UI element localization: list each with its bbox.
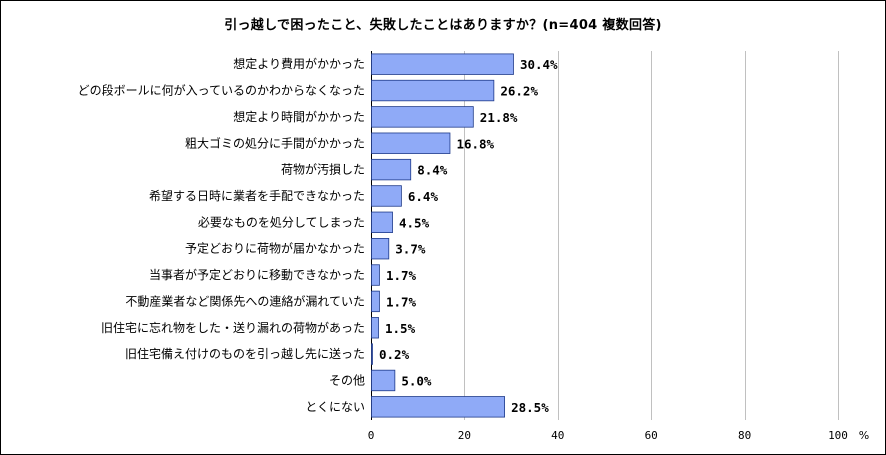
value-label: 21.8% bbox=[480, 110, 518, 125]
bar bbox=[371, 237, 390, 260]
bar bbox=[371, 343, 373, 365]
category-label: 旧住宅に忘れ物をした・送り漏れの荷物があった bbox=[101, 320, 365, 335]
bar bbox=[371, 317, 379, 339]
bar bbox=[371, 53, 514, 75]
category-label: 必要なものを処分してしまった bbox=[198, 215, 365, 229]
bars bbox=[371, 53, 514, 418]
category-label: 想定より費用がかかった bbox=[233, 56, 365, 71]
category-label: 粗大ゴミの処分に手間がかかった bbox=[185, 135, 365, 150]
category-label: 荷物が汚損した bbox=[281, 162, 365, 177]
category-label: 当事者が予定どおりに移動できなかった bbox=[149, 267, 365, 282]
value-label: 1.5% bbox=[385, 321, 416, 336]
value-label: 1.7% bbox=[386, 294, 417, 309]
bar bbox=[371, 264, 380, 286]
category-label: 予定どおりに荷物が届かなかった bbox=[185, 241, 365, 256]
category-label: その他 bbox=[329, 373, 365, 387]
chart-title: 引っ越しで困ったこと、失敗したことはありますか？(n=404 複数回答) bbox=[224, 18, 662, 33]
value-label: 4.5% bbox=[399, 215, 430, 230]
category-label: とくにない bbox=[305, 400, 365, 414]
x-tick-label: 80 bbox=[738, 429, 751, 442]
bar bbox=[371, 106, 474, 128]
value-label: 16.8% bbox=[456, 136, 494, 151]
bar bbox=[371, 132, 451, 154]
x-tick-label: 40 bbox=[551, 429, 564, 442]
value-label: 6.4% bbox=[408, 189, 439, 204]
x-tick-label: 20 bbox=[458, 429, 471, 442]
value-label: 3.7% bbox=[395, 242, 426, 257]
x-tick-label: 0 bbox=[368, 429, 375, 442]
bar bbox=[371, 185, 402, 207]
x-tick-label: 100 bbox=[828, 429, 848, 442]
category-label: 希望する日時に業者を手配できなかった bbox=[149, 188, 365, 203]
bar bbox=[371, 211, 393, 234]
bar bbox=[371, 396, 505, 418]
value-label: 0.2% bbox=[379, 347, 410, 362]
category-label: 不動産業者など関係先への連絡が漏れていた bbox=[125, 293, 365, 308]
value-label: 1.7% bbox=[386, 268, 417, 283]
value-label: 5.0% bbox=[401, 373, 432, 388]
category-labels: 想定より費用がかかったどの段ボールに何が入っているのかわからなくなった想定より時… bbox=[78, 56, 365, 414]
bar bbox=[371, 369, 396, 392]
bar bbox=[371, 79, 495, 102]
x-unit-label: % bbox=[859, 429, 869, 442]
category-label: どの段ボールに何が入っているのかわからなくなった bbox=[78, 83, 365, 98]
x-axis: 0 20 40 60 80 100% bbox=[368, 429, 870, 442]
bar bbox=[371, 158, 412, 181]
value-label: 26.2% bbox=[500, 84, 538, 99]
bar bbox=[371, 290, 380, 313]
category-label: 想定より時間がかかった bbox=[233, 109, 365, 124]
value-label: 28.5% bbox=[511, 400, 549, 415]
x-tick-label: 60 bbox=[645, 429, 658, 442]
value-label: 8.4% bbox=[417, 163, 448, 178]
value-label: 30.4% bbox=[520, 57, 558, 72]
value-labels: 30.4% 26.2% 21.8% 16.8% 8.4% 6.4% 4.5% 3.7% 1.7%… bbox=[379, 57, 558, 415]
category-label: 旧住宅備え付けのものを引っ越し先に送った bbox=[125, 346, 365, 361]
